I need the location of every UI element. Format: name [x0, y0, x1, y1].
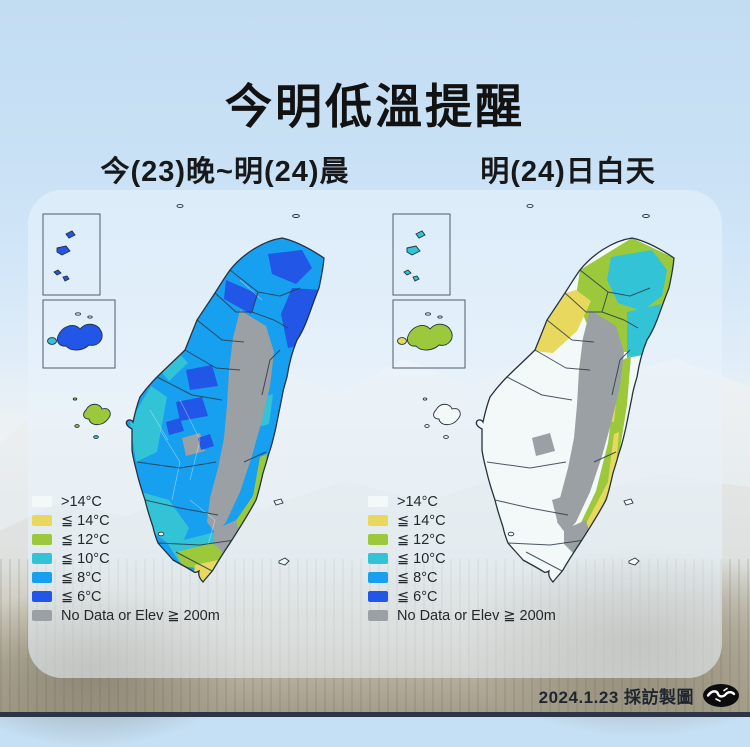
region-west1-le6	[186, 365, 218, 390]
kinmen-island	[47, 312, 103, 351]
legend-item: ≦ 14°C	[368, 511, 598, 530]
region-sw-le10	[141, 492, 189, 551]
legend-item: ≦ 8°C	[368, 568, 598, 587]
temperature-regions	[486, 238, 674, 573]
swatch-le12	[368, 534, 388, 545]
region-mountains-west-nodata	[532, 433, 555, 456]
region-west-coast-le10	[130, 386, 167, 462]
matsu-islands	[53, 230, 76, 282]
swatch-nodata	[368, 610, 388, 621]
news-outlet-logo-icon	[703, 684, 739, 707]
swatch-gt14	[32, 496, 52, 507]
left-map-subtitle: 今(23)晚~明(24)晨	[100, 156, 350, 188]
legend-item: >14°C	[32, 492, 262, 511]
page-title: 今明低溫提醒	[225, 80, 525, 133]
swatch-le10	[368, 553, 388, 564]
kinmen-island	[397, 312, 453, 351]
swatch-le6	[368, 591, 388, 602]
penghu-islands	[72, 397, 111, 439]
legend-item: ≦ 8°C	[32, 568, 262, 587]
legend-item: ≦ 12°C	[32, 530, 262, 549]
region-nw-coast-le10	[158, 351, 188, 381]
legend-item: ≦ 10°C	[32, 549, 262, 568]
region-east-strip-le12	[228, 454, 267, 540]
legend-item: ≦ 12°C	[368, 530, 598, 549]
footer: 2024.1.23 採訪製圖	[539, 683, 740, 708]
map-tonight	[42, 204, 325, 583]
map-tomorrow	[392, 204, 675, 583]
legend-right: >14°C ≦ 14°C ≦ 12°C ≦ 10°C ≦ 8°C ≦ 6°C N…	[368, 492, 598, 625]
penghu-islands	[422, 397, 461, 439]
legend-item: No Data or Elev ≧ 200m	[368, 606, 598, 625]
legend-item: ≦ 10°C	[368, 549, 598, 568]
swatch-gt14	[368, 496, 388, 507]
swatch-le12	[32, 534, 52, 545]
bottom-dark-strip	[0, 712, 750, 717]
legend-item: ≦ 6°C	[32, 587, 262, 606]
region-nw-coast-le14	[532, 290, 591, 353]
right-map-subtitle: 明(24)日白天	[480, 156, 656, 188]
swatch-le8	[368, 572, 388, 583]
region-west4-le6	[198, 434, 214, 450]
swatch-le8	[32, 572, 52, 583]
legend-item: >14°C	[368, 492, 598, 511]
kinmen-inset-box	[42, 299, 116, 369]
region-taipei-le6	[268, 250, 312, 284]
matsu-inset-box	[42, 213, 101, 296]
township-lines	[149, 279, 263, 546]
legend-item: ≦ 6°C	[368, 587, 598, 606]
region-west2-le6	[176, 397, 208, 421]
swatch-le10	[32, 553, 52, 564]
date-credit: 2024.1.23 採訪製圖	[538, 688, 694, 707]
region-mountains-nodata	[207, 310, 274, 534]
swatch-le6	[32, 591, 52, 602]
region-east-valley-le12	[577, 356, 631, 541]
matsu-inset-box	[392, 213, 451, 296]
legend-left: >14°C ≦ 14°C ≦ 12°C ≦ 10°C ≦ 8°C ≦ 6°C N…	[32, 492, 262, 625]
swatch-nodata	[32, 610, 52, 621]
region-taipei-le10	[607, 250, 667, 311]
kinmen-inset-box	[392, 299, 466, 369]
region-north-le6	[224, 280, 258, 314]
region-mountains-nodata	[557, 310, 624, 534]
matsu-islands	[403, 230, 426, 282]
swatch-le14	[32, 515, 52, 526]
legend-item: ≦ 14°C	[32, 511, 262, 530]
legend-item: No Data or Elev ≧ 200m	[32, 606, 262, 625]
region-west3-le6	[166, 418, 184, 435]
swatch-le14	[368, 515, 388, 526]
